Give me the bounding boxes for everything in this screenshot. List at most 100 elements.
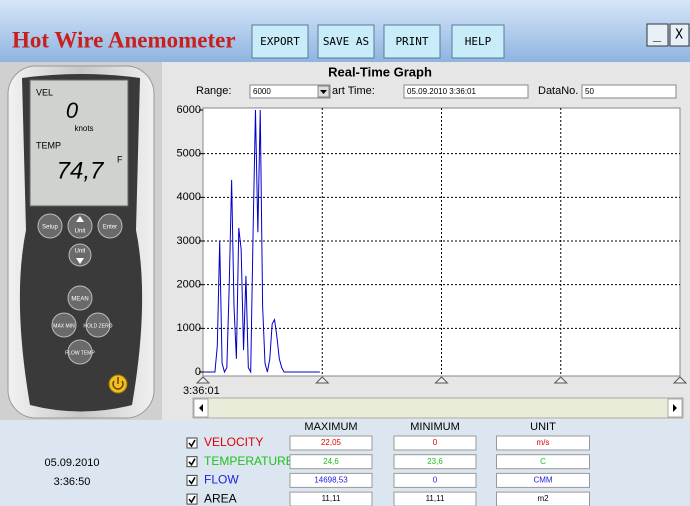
- row-max: 24,6: [323, 457, 339, 466]
- unit-down-key: [68, 243, 92, 267]
- start-time-label: art Time:: [332, 85, 375, 97]
- checkmark: [188, 439, 196, 448]
- value-box: [496, 491, 590, 506]
- value-box: [393, 435, 477, 451]
- minimize-label[interactable]: _: [653, 26, 662, 42]
- datano-value[interactable]: 50: [585, 87, 594, 96]
- close-button[interactable]: [669, 23, 690, 47]
- x-tick-marker: [195, 376, 211, 384]
- minimize-button[interactable]: [646, 23, 669, 47]
- column-header: UNIT: [530, 421, 556, 433]
- app-title: Hot Wire Anemometer: [12, 27, 236, 52]
- x-origin-label: 3:36:01: [183, 385, 220, 397]
- vel-unit: knots: [74, 124, 93, 133]
- setup-key: [37, 213, 63, 239]
- range-select[interactable]: [249, 84, 331, 99]
- flow-temp-key: [67, 339, 93, 365]
- value-box: [289, 491, 373, 506]
- row-name: AREA: [204, 491, 237, 505]
- mean-key: [67, 285, 93, 311]
- row-max: 11,11: [322, 494, 341, 503]
- row-max: 14698,53: [314, 476, 348, 485]
- y-tick-label: 2000: [177, 279, 201, 291]
- print-label[interactable]: PRINT: [395, 35, 428, 48]
- value-box: [289, 472, 373, 488]
- y-tick-label: 5000: [177, 148, 201, 160]
- value-box: [393, 472, 477, 488]
- export-label[interactable]: EXPORT: [260, 35, 300, 48]
- row-min: 0: [433, 438, 438, 447]
- unit-down-key-label: Unit: [75, 249, 86, 255]
- row-name: VELOCITY: [204, 435, 263, 449]
- start-time-value[interactable]: 05.09.2010 3:36:01: [407, 87, 477, 96]
- help-label[interactable]: HELP: [465, 35, 492, 48]
- dropdown-arrow: [320, 90, 327, 94]
- device-screen: [29, 79, 129, 207]
- row-unit: m2: [537, 494, 549, 503]
- row-unit: C: [540, 457, 546, 466]
- x-tick-marker: [672, 376, 688, 384]
- unit-up-key-label: Unit: [75, 229, 86, 235]
- arrow-icons: [76, 216, 84, 264]
- x-tick-marker: [553, 376, 568, 384]
- help-button[interactable]: [451, 24, 505, 59]
- x-tick-marker: [434, 376, 449, 384]
- value-box: [393, 491, 477, 506]
- checkmark: [188, 458, 196, 467]
- value-box: [289, 454, 373, 470]
- y-tick-label: 1000: [177, 322, 201, 334]
- row-unit: m/s: [537, 438, 550, 447]
- vel-label: VEL: [36, 87, 53, 97]
- max-min-key: [51, 312, 77, 338]
- temp-label: TEMP: [36, 140, 61, 150]
- graph-title: Real-Time Graph: [328, 64, 432, 79]
- row-min: 23,6: [427, 457, 443, 466]
- chart: 0 1000 2000 3000 4000 5000 6000 3:36:01: [177, 104, 688, 397]
- clock-date: 05.09.2010: [44, 457, 99, 469]
- y-tick-label: 3000: [177, 235, 201, 247]
- close-label[interactable]: X: [675, 28, 683, 43]
- temp-value: 74,7: [57, 157, 105, 184]
- start-time-field[interactable]: [403, 84, 529, 99]
- save-as-button[interactable]: [317, 24, 375, 59]
- checkmark: [188, 476, 196, 485]
- enter-key: [97, 213, 123, 239]
- data-line: [203, 109, 320, 374]
- column-header: MINIMUM: [410, 421, 460, 433]
- checkbox: [186, 474, 198, 486]
- column-header: MAXIMUM: [304, 421, 357, 433]
- scrollbar[interactable]: [192, 397, 684, 419]
- value-box: [393, 454, 477, 470]
- flow-temp-key-label: FLOW TEMP: [65, 350, 95, 356]
- print-button[interactable]: [383, 24, 441, 59]
- row-unit: CMM: [533, 476, 552, 485]
- row-min: 0: [433, 476, 438, 485]
- row-name: FLOW: [204, 473, 239, 487]
- row-min: 11,11: [426, 494, 445, 503]
- unit-up-key: [67, 213, 93, 239]
- range-label: Range:: [196, 85, 231, 97]
- checkbox: [186, 437, 198, 449]
- row-name: TEMPERATURE: [204, 454, 294, 468]
- x-tick-marker: [315, 376, 330, 384]
- temp-unit: F: [117, 154, 123, 164]
- hold-zero-key: [85, 312, 111, 338]
- checkmark: [188, 495, 196, 504]
- stats-table: MAXIMUM MINIMUM UNIT VELOCITY 22,05 0 m/s TEMPE…: [186, 421, 590, 506]
- save-as-label[interactable]: SAVE AS: [323, 35, 369, 48]
- mean-key-label: MEAN: [71, 297, 88, 303]
- device-image: VEL 0 knots TEMP 74,7 F Setup Unit Enter…: [7, 65, 155, 419]
- y-tick-label: 6000: [177, 104, 201, 116]
- clock-time: 3:36:50: [54, 476, 91, 488]
- max-min-key-label: MAX MIN: [53, 323, 75, 329]
- export-button[interactable]: [251, 24, 309, 59]
- datano-field[interactable]: [581, 84, 677, 99]
- value-box: [496, 472, 590, 488]
- value-box: [496, 454, 590, 470]
- value-box: [496, 435, 590, 451]
- range-value[interactable]: 6000: [253, 87, 271, 96]
- setup-key-label: Setup: [42, 225, 58, 231]
- y-tick-label: 0: [195, 366, 201, 378]
- vel-value: 0: [66, 98, 79, 123]
